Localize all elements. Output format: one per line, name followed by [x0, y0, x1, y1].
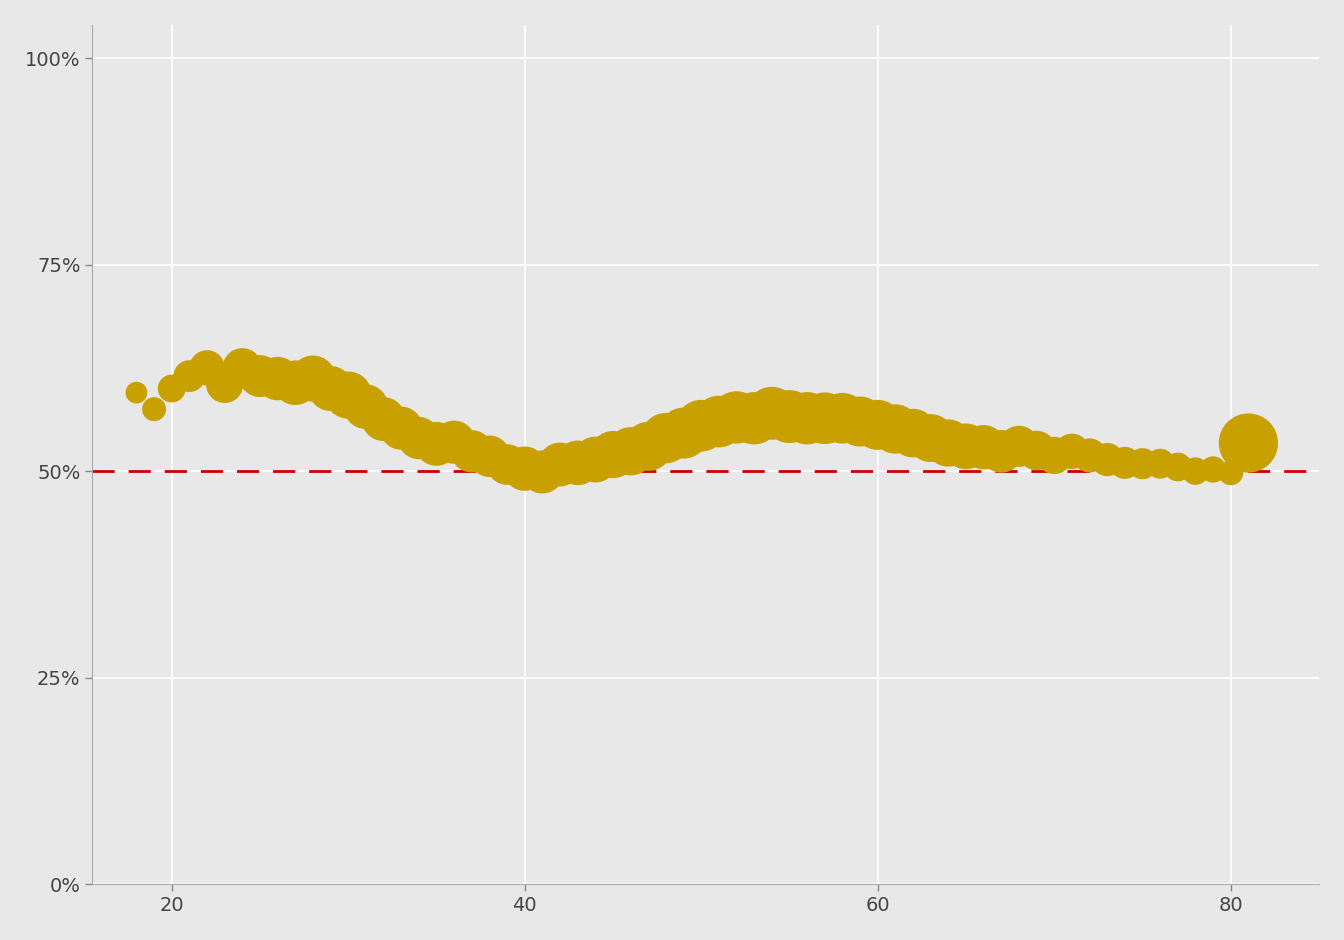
Point [532, 464, 554, 479]
Point [1132, 456, 1153, 471]
Point [126, 385, 148, 400]
Point [1184, 463, 1206, 478]
Point [1203, 462, 1224, 477]
Point [355, 400, 376, 415]
Point [797, 411, 818, 426]
Point [585, 452, 606, 467]
Point [372, 412, 394, 427]
Point [991, 444, 1012, 459]
Point [478, 448, 500, 463]
Point [426, 436, 448, 451]
Point [867, 417, 888, 432]
Point [337, 387, 359, 402]
Point [814, 411, 836, 426]
Point [956, 439, 977, 454]
Point [196, 360, 218, 375]
Point [973, 440, 995, 455]
Point [884, 421, 906, 436]
Point [1008, 439, 1030, 454]
Point [214, 377, 235, 392]
Point [513, 462, 535, 477]
Point [1149, 456, 1171, 471]
Point [761, 406, 782, 421]
Point [1025, 443, 1047, 458]
Point [1238, 435, 1259, 450]
Point [637, 439, 659, 454]
Point [691, 418, 712, 433]
Point [249, 368, 270, 384]
Point [832, 411, 853, 426]
Point [849, 414, 871, 429]
Point [1220, 465, 1242, 480]
Point [320, 381, 341, 396]
Point [179, 368, 200, 384]
Point [1097, 452, 1118, 467]
Point [673, 426, 695, 441]
Point [161, 381, 183, 396]
Point [655, 431, 676, 446]
Point [1043, 447, 1064, 462]
Point [285, 375, 306, 390]
Point [708, 414, 730, 429]
Point [919, 431, 941, 446]
Point [409, 431, 430, 446]
Point [1167, 460, 1188, 475]
Point [726, 410, 747, 425]
Point [902, 426, 923, 441]
Point [778, 409, 800, 424]
Point [620, 444, 641, 459]
Point [496, 457, 517, 472]
Point [1079, 447, 1101, 462]
Point [938, 435, 960, 450]
Point [602, 447, 624, 462]
Point [567, 455, 589, 470]
Point [302, 371, 324, 386]
Point [1114, 455, 1136, 470]
Point [444, 434, 465, 449]
Point [550, 457, 571, 472]
Point [267, 371, 289, 386]
Point [461, 444, 482, 459]
Point [231, 360, 253, 375]
Point [144, 401, 165, 416]
Point [1062, 444, 1083, 459]
Point [391, 420, 413, 435]
Point [743, 411, 765, 426]
